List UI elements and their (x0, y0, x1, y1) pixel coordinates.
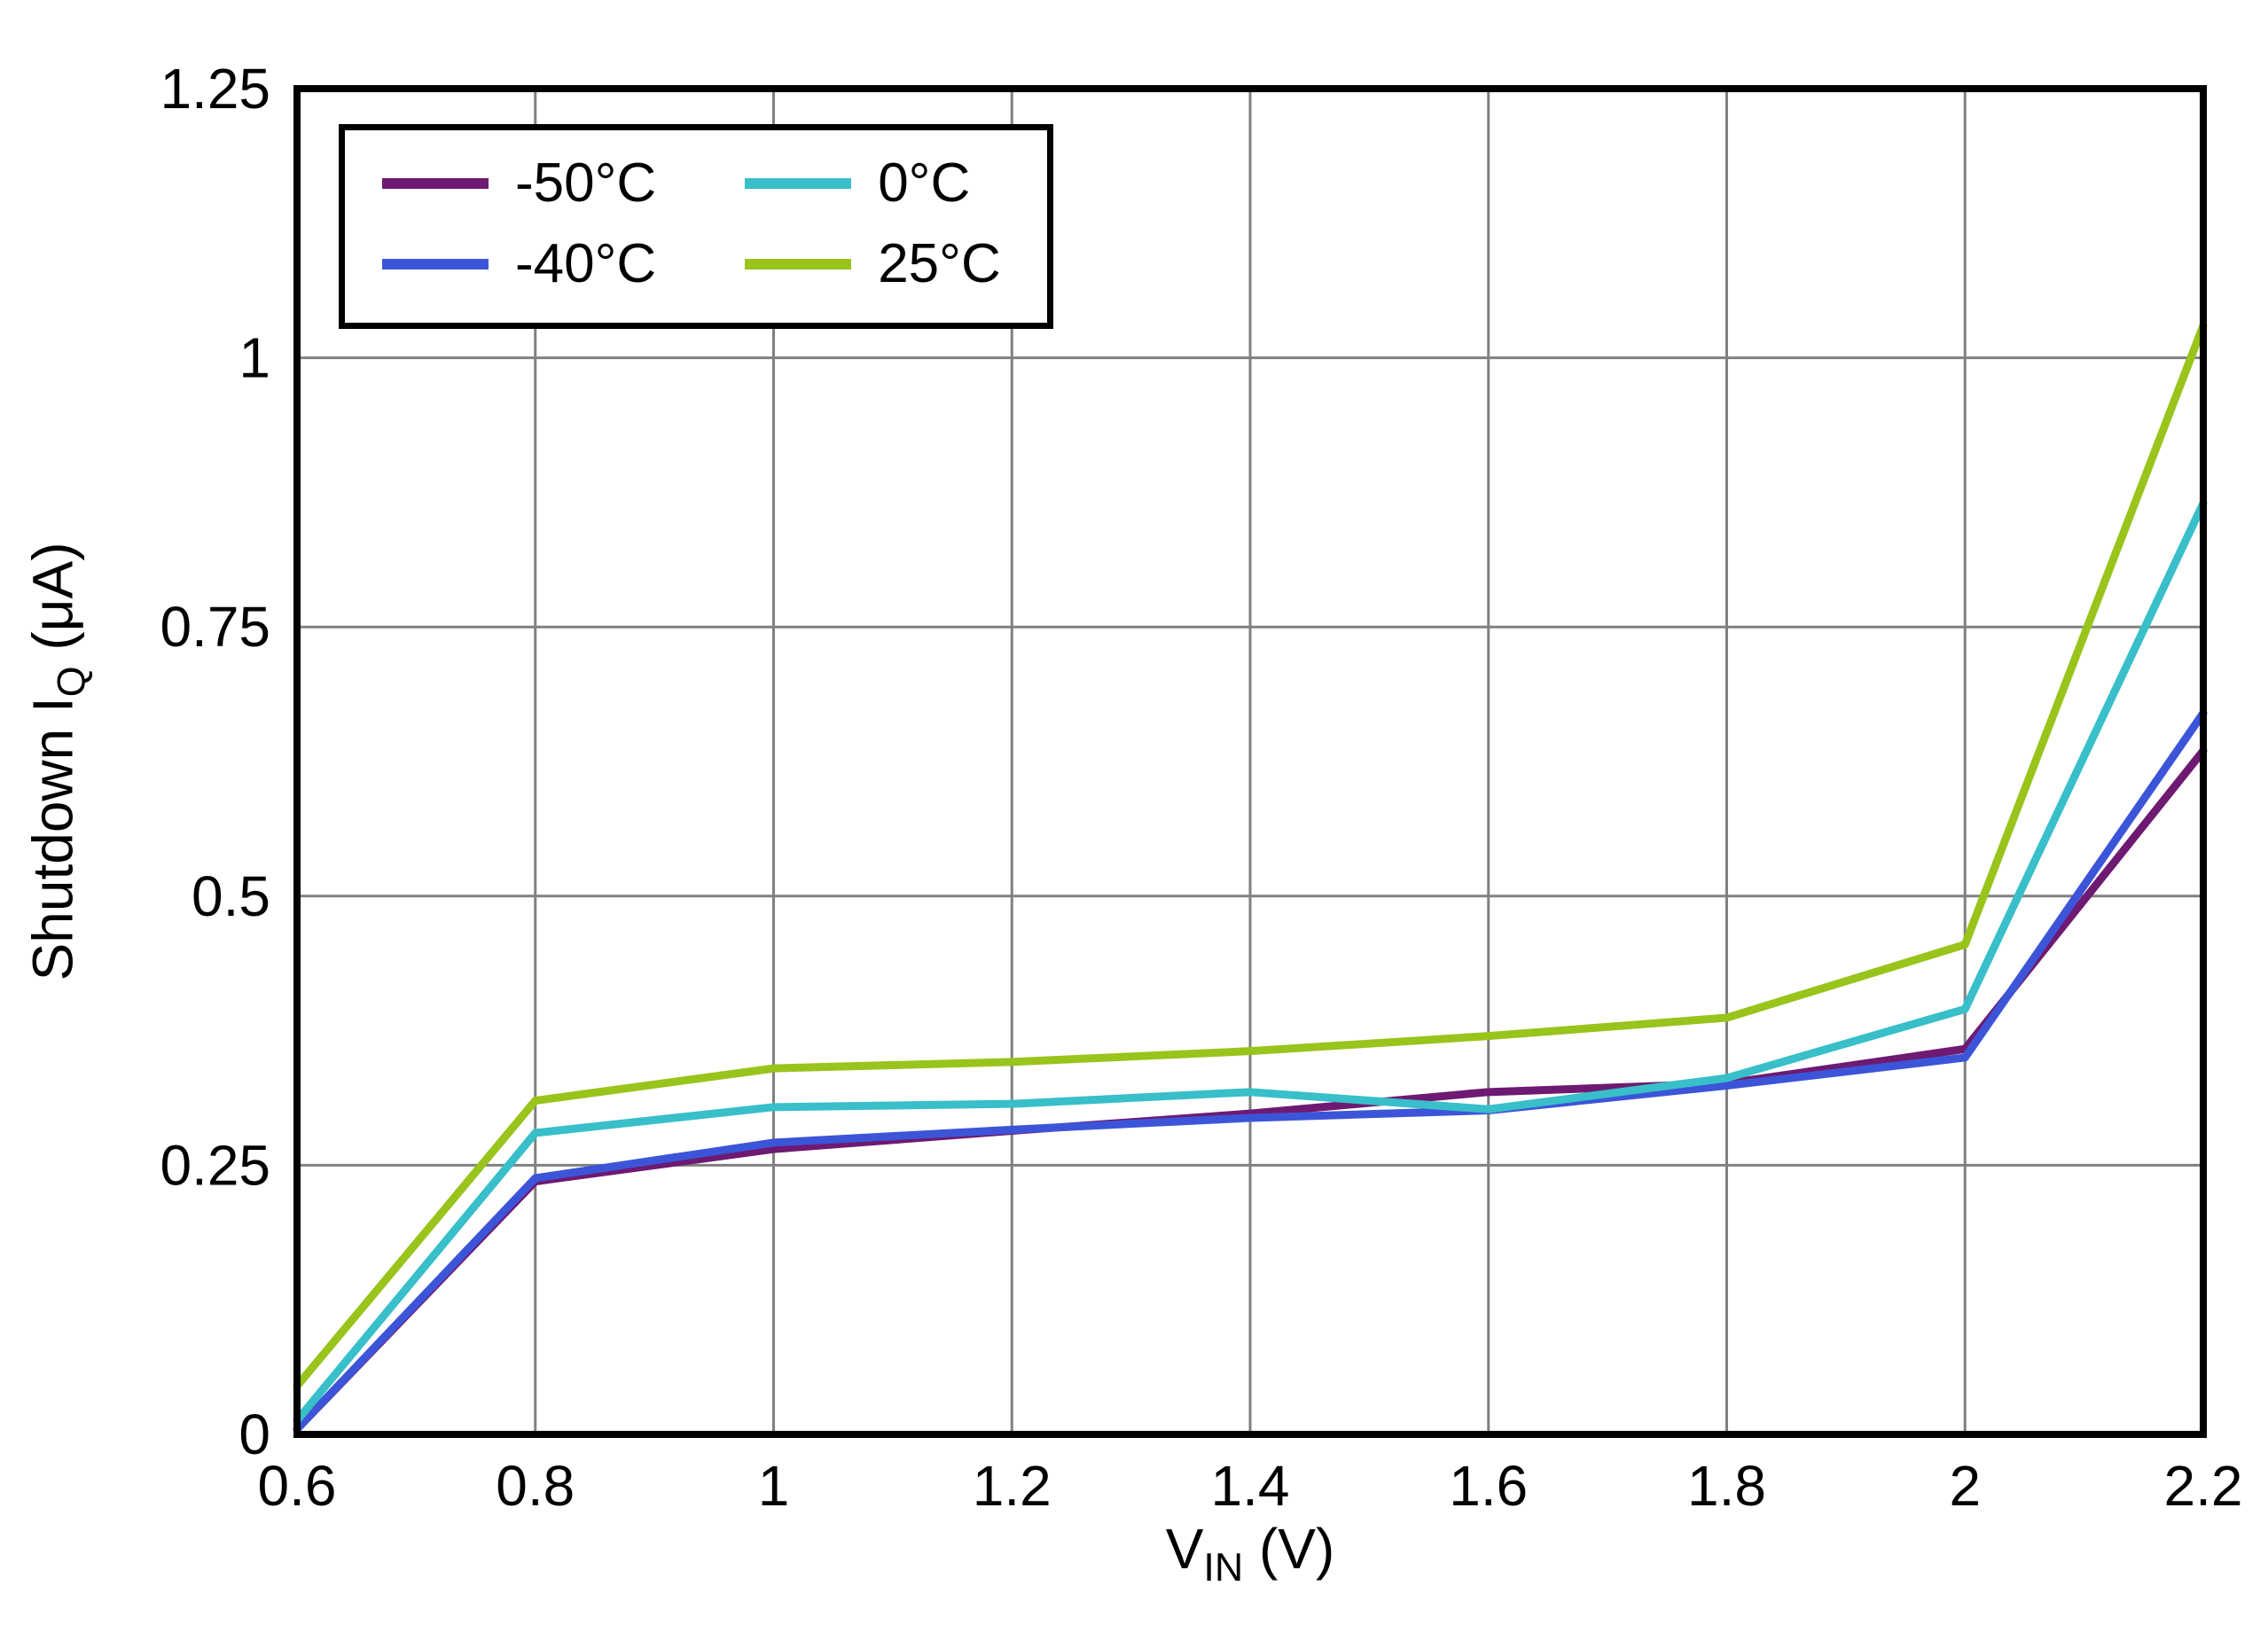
legend: -50°C -40°C 0°C 25°C (339, 124, 1053, 329)
legend-swatch (382, 177, 489, 189)
series-line (293, 321, 2208, 1390)
x-tick-label: 2.2 (2164, 1454, 2243, 1518)
y-axis-title-subscript: Q (49, 666, 94, 698)
legend-swatch (745, 177, 852, 189)
y-tick-label: 0.5 (192, 864, 270, 928)
x-tick-label: 1.6 (1449, 1454, 1528, 1518)
y-axis-title: Shutdown IQ (μA) (0, 89, 115, 1434)
y-tick-label: 0.75 (160, 595, 270, 659)
legend-swatch (382, 258, 489, 270)
legend-label: 0°C (878, 152, 971, 214)
legend-label: -40°C (515, 233, 657, 295)
legend-entry: 0°C (745, 152, 1001, 215)
series-line (293, 499, 2208, 1425)
legend-label: -50°C (515, 152, 657, 214)
x-axis-title-unit: (V) (1243, 1517, 1335, 1581)
legend-entry: -40°C (382, 232, 656, 295)
y-tick-label: 1 (239, 326, 270, 390)
series-line (293, 746, 2208, 1434)
x-tick-label: 1.8 (1687, 1454, 1766, 1518)
x-tick-label: 1.4 (1211, 1454, 1290, 1518)
x-tick-label: 1 (758, 1454, 790, 1518)
x-tick-label: 2 (1949, 1454, 1981, 1518)
plot-border (293, 85, 2207, 1438)
y-tick-label: 0.25 (160, 1133, 270, 1197)
series-line (293, 708, 2208, 1434)
x-tick-label: 0.8 (496, 1454, 575, 1518)
legend-label: 25°C (878, 233, 1001, 295)
y-tick-label: 0 (239, 1402, 270, 1466)
x-axis-title-subscript: IN (1203, 1544, 1244, 1590)
x-axis-title: VIN (V) (297, 1516, 2203, 1590)
x-tick-label: 1.2 (973, 1454, 1052, 1518)
y-axis-title-text: Shutdown I (21, 697, 86, 981)
x-axis-title-text: V (1165, 1517, 1204, 1581)
x-tick-label: 0.6 (258, 1454, 337, 1518)
legend-entry: 25°C (745, 232, 1001, 295)
y-tick-label: 1.25 (160, 57, 270, 121)
legend-swatch (745, 258, 852, 270)
y-axis-title-unit: (μA) (21, 542, 86, 667)
legend-entry: -50°C (382, 152, 656, 215)
